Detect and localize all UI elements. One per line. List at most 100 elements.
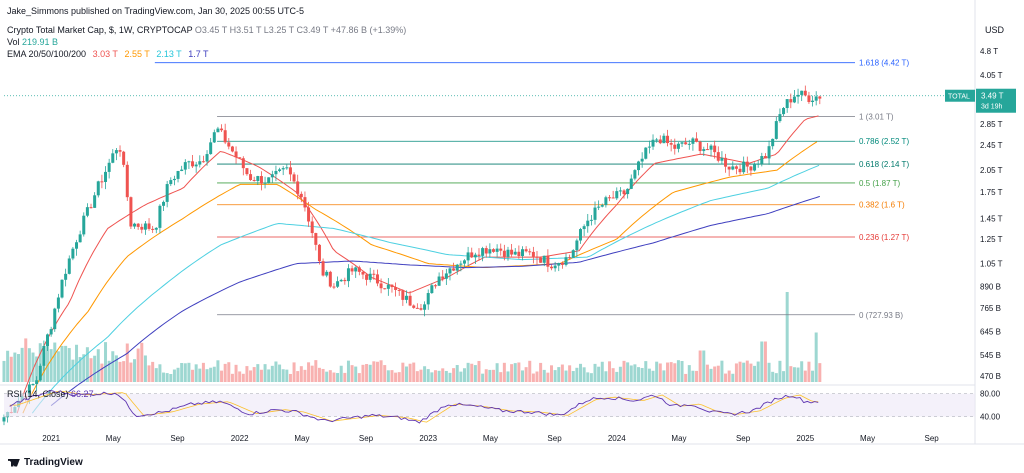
volume-bar [517,362,521,382]
volume-bar [212,366,216,382]
volume-bar [125,343,129,382]
y-tick-label: 2.05 T [980,166,1003,175]
volume-bar [473,365,477,382]
y-tick-label: 2.45 T [980,141,1003,150]
volume-bar [238,371,242,382]
volume-bar [299,366,303,382]
volume-bar [684,373,688,382]
tradingview-logo[interactable]: TradingView [8,457,83,468]
volume-bar [491,369,495,382]
candle-body [372,273,376,275]
rsi-line [9,389,819,424]
volume-bar [419,369,423,382]
candle-body [792,96,796,103]
volume-bar [56,351,60,382]
volume-bar [328,370,332,382]
volume-bar [626,362,630,382]
candle-body [46,334,50,346]
volume-bar [89,358,93,382]
volume-bar [459,371,463,382]
y-tick-label: 4.8 T [980,47,998,56]
candle-body [785,99,789,109]
y-tick-label: 470 B [980,372,1001,381]
candle-body [800,90,804,95]
volume-bar [107,360,111,382]
volume-bar [785,292,789,382]
candle-body [129,197,133,227]
candle-body [604,197,608,206]
candle-body [216,128,220,133]
ema100-value: 2.13 T [156,49,182,59]
volume-bar [542,369,546,382]
rsi-band [4,393,975,417]
candle-body [249,174,253,181]
candle-body [742,161,746,173]
x-tick-label: Sep [736,434,751,443]
volume-bar [375,361,379,382]
candle-body [104,171,108,182]
volume-bar [546,372,550,382]
volume-bar [520,370,524,382]
volume-bar [477,360,481,382]
volume-bar [176,367,180,382]
candle-body [575,240,579,251]
candle-body [705,149,709,151]
candle-body [789,99,793,103]
candle-body [669,143,673,145]
candle-body [404,295,408,300]
volume-bar [426,369,430,382]
y-tick-label: 4.05 T [980,71,1003,80]
volume-bar [38,343,42,382]
candle-body [553,265,557,269]
volume-bar [67,348,71,382]
candle-body [437,276,441,286]
candles [2,85,822,426]
volume-bar [169,373,173,382]
volume-bar [379,360,383,382]
volume-bar [281,369,285,382]
candle-body [564,257,568,265]
volume-bar [680,361,684,382]
ema100-line [31,164,820,414]
candle-body [426,293,430,305]
candle-body [220,128,224,131]
candle-body [571,250,575,258]
volume-bar [455,365,459,382]
volume-bar [60,345,64,382]
volume-bar [13,352,17,382]
candle-body [296,181,300,194]
candle-body [466,252,470,261]
candle-body [687,143,691,145]
candle-body [524,249,528,252]
candle-body [691,138,695,144]
volume-label: Vol [7,37,20,47]
volume-bar [415,371,419,382]
volume-bar [133,359,137,382]
candle-body [470,252,474,258]
volume-bar [724,373,728,382]
candle-body [666,135,670,144]
volume-bar [742,362,746,382]
volume-bar [129,362,133,382]
volume-bar [524,367,528,382]
x-tick-label: May [294,434,309,443]
symbol-title[interactable]: Crypto Total Market Cap, $, 1W, CRYPTOCA… [7,25,193,35]
candle-body [684,142,688,145]
candle-body [56,297,60,309]
candle-body [325,271,329,276]
candle-body [720,157,724,161]
candle-body [586,220,590,227]
candle-body [78,234,82,243]
candle-body [140,226,144,230]
volume-bar [615,371,619,382]
candle-body [154,227,158,230]
volume-bar [78,357,82,382]
candle-body [430,285,434,294]
candle-body [27,384,31,398]
x-tick-label: 2022 [231,434,249,443]
candle-body [600,205,604,207]
x-tick-label: 2023 [419,434,437,443]
volume-bar [506,371,510,382]
candle-body [506,249,510,257]
